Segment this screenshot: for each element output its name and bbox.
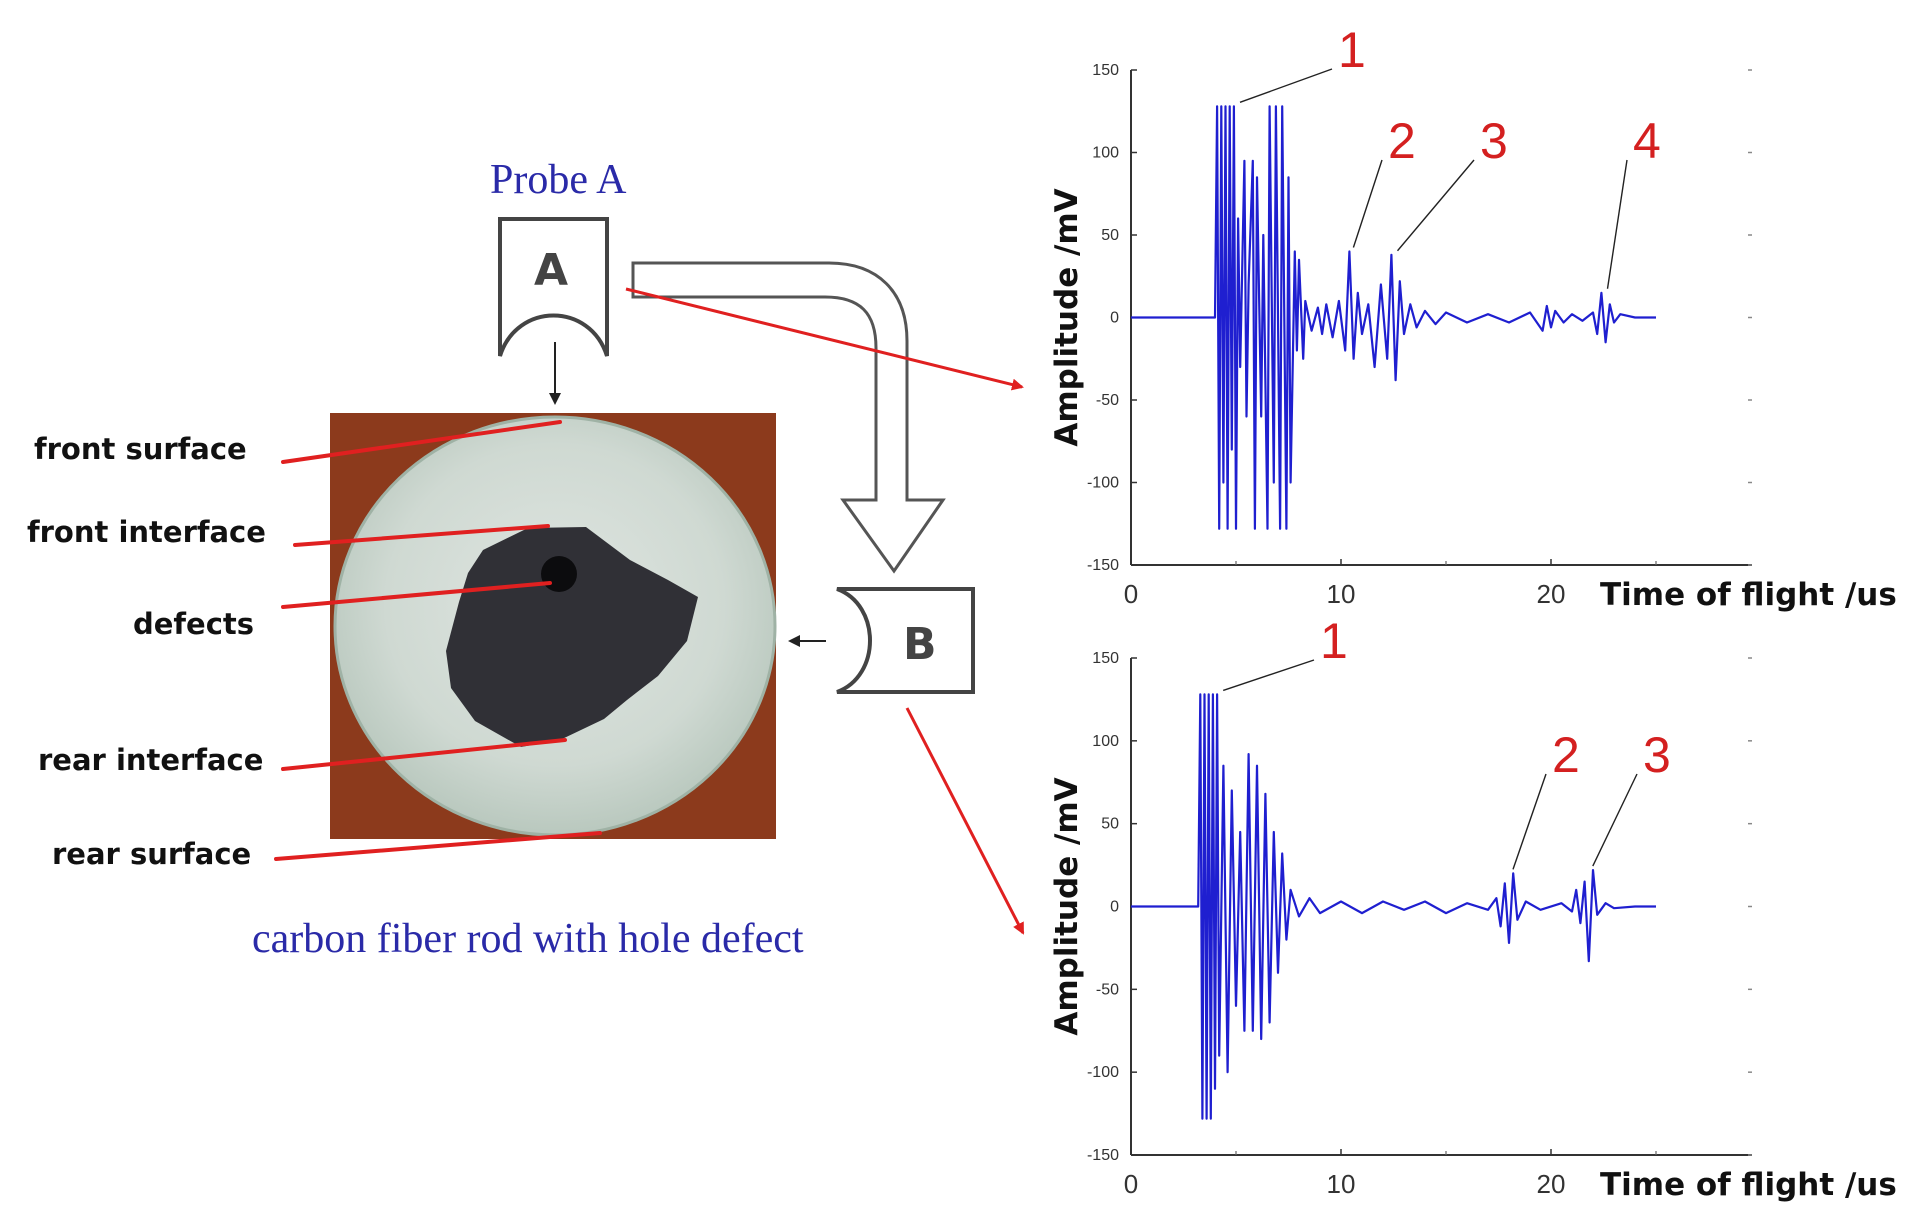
peak-label: 1	[1320, 613, 1348, 669]
x-tick-label: 20	[1537, 1169, 1566, 1199]
y-tick-label: -100	[1087, 1064, 1119, 1081]
label-front-surface: front surface	[34, 432, 247, 466]
peak-label: 1	[1338, 22, 1366, 78]
y-tick-label: 100	[1092, 145, 1119, 162]
signal-series	[1131, 693, 1656, 1120]
chart-probe-b: 150 100 50 0 -50 -100 -150 0 10 20 Time of flight …	[1049, 613, 1897, 1203]
label-rear-interface: rear interface	[38, 743, 263, 777]
peak-label: 2	[1552, 727, 1580, 783]
label-rear-surface: rear surface	[52, 837, 251, 871]
y-tick-label: -50	[1096, 392, 1119, 409]
y-tick-label: -150	[1087, 1147, 1119, 1164]
chart-probe-a: 150 100 50 0 -50 -100 -150 0 10 20 Time of flight …	[1049, 22, 1897, 613]
peak-leader	[1592, 773, 1638, 867]
peak-label: 2	[1388, 113, 1416, 169]
peak-leader	[1512, 773, 1547, 870]
y-tick-label: 50	[1101, 816, 1119, 833]
y-tick-label: 150	[1092, 62, 1119, 79]
caption: carbon fiber rod with hole defect	[252, 916, 804, 962]
peak-label: 3	[1480, 113, 1508, 169]
x-tick-label: 10	[1327, 1169, 1356, 1199]
y-axis-title: Amplitude /mV	[1049, 777, 1085, 1035]
peak-leader	[1396, 159, 1475, 252]
leader-front-interface	[293, 524, 550, 547]
leader-defects	[281, 581, 552, 609]
probe-a: A	[498, 217, 609, 357]
probe-b-letter: B	[903, 619, 937, 670]
y-tick-label: 50	[1101, 227, 1119, 244]
peak-label: 4	[1633, 113, 1661, 169]
leader-lines	[274, 420, 602, 861]
probe-b-body	[836, 587, 975, 694]
x-tick-label: 10	[1327, 579, 1356, 609]
peak-label: 3	[1643, 727, 1671, 783]
x-tick-label: 0	[1124, 1169, 1138, 1199]
probe-a-title: Probe A	[490, 157, 627, 203]
probe-b: B	[836, 587, 975, 694]
peak-leader	[1239, 68, 1333, 103]
y-tick-label: 0	[1110, 310, 1119, 327]
carbon-core	[446, 527, 698, 747]
y-tick-label: 100	[1092, 733, 1119, 750]
peak-leader	[1222, 659, 1315, 692]
rod-photo	[330, 413, 777, 839]
y-tick-label: -100	[1087, 475, 1119, 492]
peak-leader	[1606, 159, 1628, 289]
arrow-probe-b-to-chart	[905, 707, 1025, 935]
label-defects: defects	[133, 607, 254, 641]
y-tick-label: 0	[1110, 899, 1119, 916]
probe-a-letter: A	[534, 245, 568, 296]
x-axis-title: Time of flight /us	[1600, 1167, 1897, 1203]
leader-front-surface	[281, 420, 562, 464]
x-tick-label: 20	[1537, 579, 1566, 609]
signal-series	[1131, 105, 1656, 530]
y-axis-title: Amplitude /mV	[1049, 188, 1085, 446]
hole-defect	[541, 556, 577, 592]
probe-a-body	[498, 217, 609, 357]
y-tick-label: 150	[1092, 650, 1119, 667]
x-tick-label: 0	[1124, 579, 1138, 609]
y-tick-label: -150	[1087, 557, 1119, 574]
leader-rear-interface	[281, 738, 567, 771]
transmission-arrow	[631, 261, 946, 574]
leader-rear-surface	[274, 831, 602, 861]
peak-leader	[1352, 159, 1383, 248]
arrow-probe-a-to-chart	[625, 287, 1024, 391]
label-front-interface: front interface	[27, 515, 266, 549]
y-tick-label: -50	[1096, 981, 1119, 998]
x-axis-title: Time of flight /us	[1600, 577, 1897, 613]
